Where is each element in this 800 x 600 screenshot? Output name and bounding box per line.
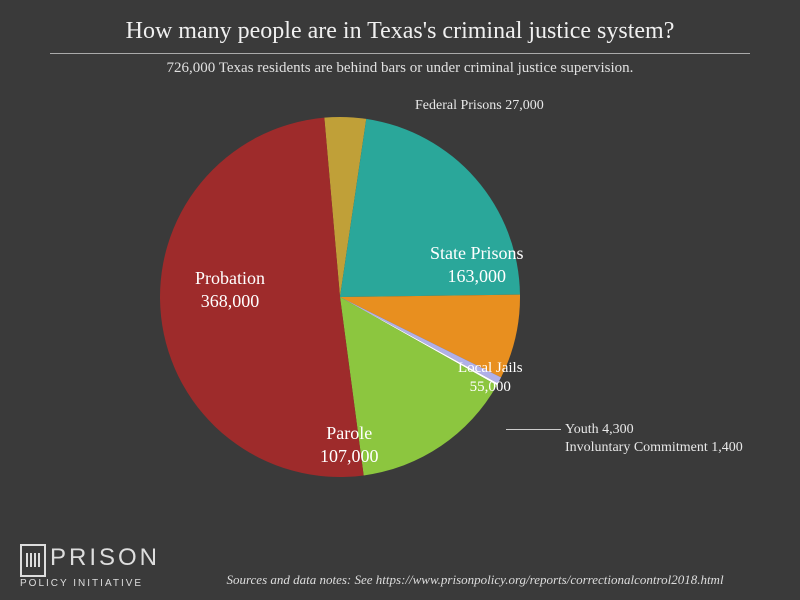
footer: PRISON POLICY INITIATIVE Sources and dat…	[0, 544, 800, 588]
outer-label-involuntary: Involuntary Commitment 1,400	[565, 439, 743, 458]
leader-line-youth	[506, 429, 561, 430]
title-rule	[50, 53, 750, 54]
outer-label-youth: Youth 4,300	[565, 421, 634, 440]
slice-label-probation: Probation368,000	[195, 267, 265, 312]
logo: PRISON POLICY INITIATIVE	[20, 544, 160, 588]
logo-word1: PRISON	[50, 544, 160, 571]
slice-label-parole: Parole107,000	[320, 422, 379, 467]
slice-label-local: Local Jails55,000	[458, 359, 523, 397]
outer-label-federal: Federal Prisons 27,000	[415, 97, 544, 116]
page-title: How many people are in Texas's criminal …	[0, 0, 800, 45]
pie-chart-container: Federal Prisons 27,000 State Prisons163,0…	[0, 77, 800, 507]
logo-word2: POLICY INITIATIVE	[20, 579, 160, 589]
slice-label-state: State Prisons163,000	[430, 242, 524, 287]
logo-bars-icon	[20, 544, 46, 577]
sources-note: Sources and data notes: See https://www.…	[180, 572, 770, 588]
subtitle: 726,000 Texas residents are behind bars …	[0, 60, 800, 77]
